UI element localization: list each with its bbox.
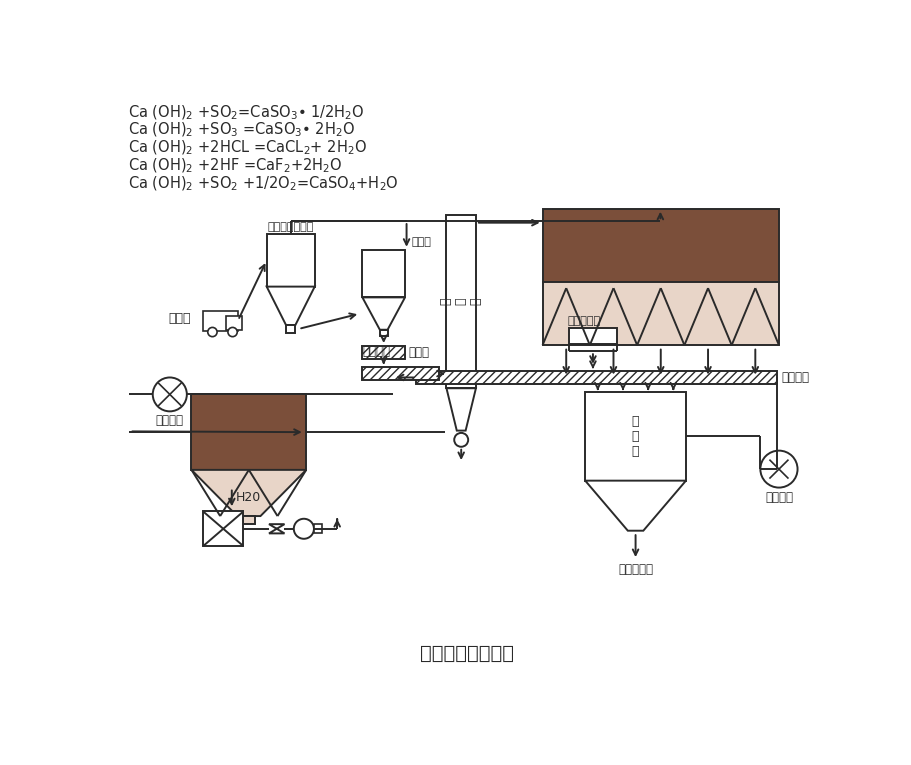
Bar bbox=[379, 330, 387, 336]
Bar bbox=[266, 234, 314, 287]
Bar bbox=[203, 311, 238, 330]
Circle shape bbox=[208, 327, 217, 337]
Text: 消石灰贮仓斜槽: 消石灰贮仓斜槽 bbox=[267, 222, 313, 232]
Text: Ca (OH)$_2$ +2HCL =CaCL$_2$+ 2H$_2$O: Ca (OH)$_2$ +2HCL =CaCL$_2$+ 2H$_2$O bbox=[128, 138, 366, 157]
Bar bbox=[286, 325, 295, 333]
Text: 灰
渣
仓: 灰 渣 仓 bbox=[631, 415, 639, 458]
Text: 皮带秤: 皮带秤 bbox=[408, 346, 429, 359]
Bar bbox=[362, 346, 405, 359]
Text: 脱
硫
塔: 脱 硫 塔 bbox=[439, 298, 482, 305]
Bar bbox=[203, 512, 243, 546]
Text: H20: H20 bbox=[235, 491, 261, 504]
Text: 物料分配阀: 物料分配阀 bbox=[567, 316, 599, 326]
Text: Ca (OH)$_2$ +2HF =CaF$_2$+2H$_2$O: Ca (OH)$_2$ +2HF =CaF$_2$+2H$_2$O bbox=[128, 157, 343, 175]
Text: Ca (OH)$_2$ +SO$_2$ +1/2O$_2$=CaSO$_4$+H$_2$O: Ca (OH)$_2$ +SO$_2$ +1/2O$_2$=CaSO$_4$+H… bbox=[128, 174, 398, 193]
Polygon shape bbox=[266, 287, 314, 325]
Bar bbox=[542, 209, 778, 282]
Bar bbox=[585, 392, 685, 480]
Text: 空气斜槽: 空气斜槽 bbox=[781, 371, 808, 384]
Polygon shape bbox=[191, 470, 306, 516]
Text: 斜槽风机: 斜槽风机 bbox=[764, 491, 792, 504]
Bar bbox=[191, 395, 306, 470]
Bar bbox=[362, 367, 439, 379]
Bar bbox=[542, 282, 778, 345]
Text: Ca (OH)$_2$ $+$SO$_2$=CaSO$_3$• 1/2H$_2$O: Ca (OH)$_2$ $+$SO$_2$=CaSO$_3$• 1/2H$_2$… bbox=[128, 103, 363, 122]
Circle shape bbox=[152, 377, 187, 412]
Circle shape bbox=[293, 519, 313, 539]
Bar bbox=[415, 370, 776, 384]
Bar bbox=[242, 516, 255, 524]
Bar bbox=[362, 249, 404, 298]
Bar bbox=[313, 524, 322, 533]
Polygon shape bbox=[362, 298, 404, 330]
Text: 消石灰: 消石灰 bbox=[168, 312, 190, 325]
Polygon shape bbox=[585, 480, 685, 531]
Bar bbox=[568, 328, 617, 343]
Text: 中间仓: 中间仓 bbox=[411, 237, 431, 247]
Text: 半干法脱硫工艺图: 半干法脱硫工艺图 bbox=[420, 644, 514, 663]
Text: 罗茨风机: 罗茨风机 bbox=[156, 415, 184, 428]
Bar bbox=[226, 316, 241, 330]
Text: Ca (OH)$_2$ +SO$_3$ =CaSO$_3$• 2H$_2$O: Ca (OH)$_2$ +SO$_3$ =CaSO$_3$• 2H$_2$O bbox=[128, 121, 354, 139]
Polygon shape bbox=[269, 524, 284, 533]
Circle shape bbox=[454, 433, 467, 447]
Circle shape bbox=[228, 327, 237, 337]
Text: 去除灰系统: 去除灰系统 bbox=[618, 563, 652, 576]
Text: 空气斜槽: 空气斜槽 bbox=[362, 345, 390, 358]
Bar bbox=[446, 215, 476, 389]
Polygon shape bbox=[446, 389, 476, 431]
Circle shape bbox=[760, 451, 797, 487]
